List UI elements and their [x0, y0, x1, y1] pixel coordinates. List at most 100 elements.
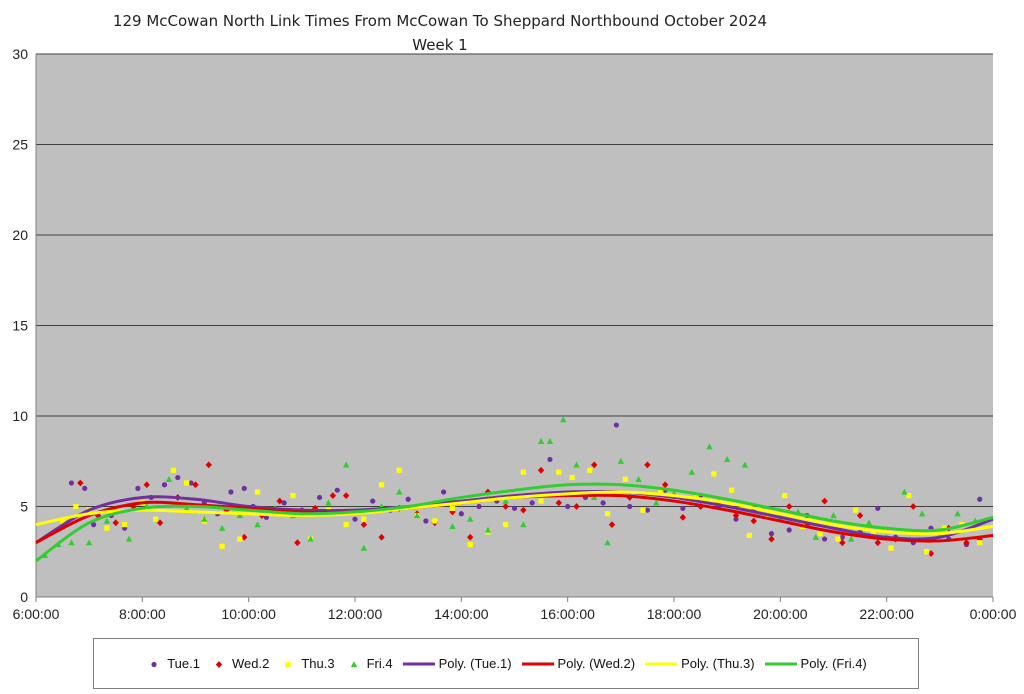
point-wed-2: [77, 479, 84, 487]
x-tick-label: 18:00:00: [647, 606, 702, 622]
point-wed-2: [750, 517, 757, 525]
point-wed-2: [466, 533, 474, 541]
point-tue-1: [547, 456, 553, 463]
point-thu-3: [73, 503, 79, 510]
point-tue-1: [263, 514, 269, 520]
point-fri-4: [546, 437, 554, 444]
trendline-poly-thu-3: [35, 490, 994, 536]
point-tue-1: [161, 482, 168, 488]
point-thu-3: [728, 487, 735, 493]
point-thu-3: [361, 516, 367, 522]
point-thu-3: [396, 467, 402, 473]
point-thu-3: [658, 487, 664, 493]
point-thu-3: [711, 471, 717, 477]
point-wed-2: [821, 497, 828, 505]
point-thu-3: [923, 549, 930, 555]
x-tick-label: 0:00:00: [970, 606, 1017, 622]
point-wed-2: [241, 533, 248, 541]
point-tue-1: [839, 534, 845, 540]
point-fri-4: [723, 456, 731, 463]
point-thu-3: [587, 467, 593, 473]
point-tue-1: [68, 480, 75, 486]
point-tue-1: [423, 518, 429, 524]
point-tue-1: [613, 422, 620, 428]
point-wed-2: [130, 503, 137, 510]
point-fri-4: [85, 539, 93, 546]
point-wed-2: [156, 519, 164, 527]
point-tue-1: [627, 503, 633, 510]
point-fri-4: [201, 515, 208, 522]
point-tue-1: [175, 474, 181, 481]
point-tue-1: [405, 496, 411, 502]
point-fri-4: [865, 519, 873, 526]
legend-swatch: [521, 662, 554, 665]
legend-label: Poly. (Wed.2): [557, 656, 636, 671]
point-wed-2: [732, 512, 740, 519]
point-fri-4: [325, 499, 332, 506]
legend-swatch: [285, 661, 291, 667]
point-wed-2: [591, 461, 598, 469]
point-tue-1: [370, 498, 376, 504]
point-thu-3: [432, 518, 438, 524]
chart-title: 129 McCowan North Link Times From McCowa…: [112, 12, 768, 30]
point-wed-2: [360, 521, 368, 528]
point-tue-1: [82, 485, 88, 491]
point-fri-4: [360, 544, 368, 551]
point-thu-3: [237, 536, 243, 542]
point-fri-4: [617, 457, 625, 464]
point-wed-2: [573, 503, 580, 510]
point-tue-1: [228, 489, 234, 495]
point-tue-1: [733, 516, 739, 522]
trendline-poly-fri-4: [35, 482, 994, 563]
point-thu-3: [977, 540, 983, 546]
point-fri-4: [812, 533, 819, 540]
legend-marker: [285, 661, 291, 667]
point-wed-2: [785, 503, 793, 510]
x-tick-label: 20:00:00: [753, 606, 808, 622]
point-wed-2: [143, 481, 150, 489]
point-thu-3: [122, 522, 128, 528]
point-thu-3: [290, 493, 296, 499]
point-tue-1: [241, 485, 247, 491]
point-tue-1: [875, 505, 881, 511]
x-tick-label: 16:00:00: [540, 606, 595, 622]
legend-label: Poly. (Fri.4): [800, 656, 867, 671]
point-fri-4: [560, 416, 567, 423]
legend-swatch: [764, 662, 797, 665]
point-fri-4: [918, 510, 926, 517]
point-tue-1: [768, 531, 775, 537]
point-thu-3: [870, 531, 876, 537]
y-tick-label: 25: [12, 137, 28, 153]
x-tick-label: 8:00:00: [119, 606, 166, 622]
point-tue-1: [281, 500, 287, 506]
point-thu-3: [467, 541, 473, 548]
y-tick-label: 10: [12, 408, 28, 424]
point-tue-1: [565, 503, 571, 510]
y-tick-label: 5: [20, 499, 28, 515]
point-fri-4: [573, 461, 580, 468]
point-tue-1: [511, 505, 518, 511]
point-tue-1: [441, 489, 447, 495]
legend: Tue.1 Wed.2 Thu.3 Fri.4 Poly. (Tue.1) Poly. (…: [93, 638, 919, 689]
legend-swatch: [215, 660, 223, 668]
point-wed-2: [874, 539, 882, 547]
point-tue-1: [316, 494, 323, 501]
point-thu-3: [503, 522, 509, 528]
point-fri-4: [848, 535, 855, 542]
point-wed-2: [520, 506, 527, 514]
legend-item-wed-2: Wed.2: [210, 656, 269, 671]
point-fri-4: [125, 535, 133, 542]
point-thu-3: [746, 532, 752, 539]
point-tue-1: [458, 511, 464, 517]
point-wed-2: [537, 466, 545, 474]
x-tick-label: 22:00:00: [859, 606, 914, 622]
point-fri-4: [502, 497, 509, 504]
point-tue-1: [977, 496, 983, 502]
point-fri-4: [218, 524, 226, 531]
y-tick-label: 20: [12, 227, 28, 243]
point-wed-2: [661, 481, 669, 489]
point-fri-4: [901, 488, 908, 495]
point-tue-1: [822, 536, 828, 542]
x-tick-label: 14:00:00: [434, 606, 489, 622]
